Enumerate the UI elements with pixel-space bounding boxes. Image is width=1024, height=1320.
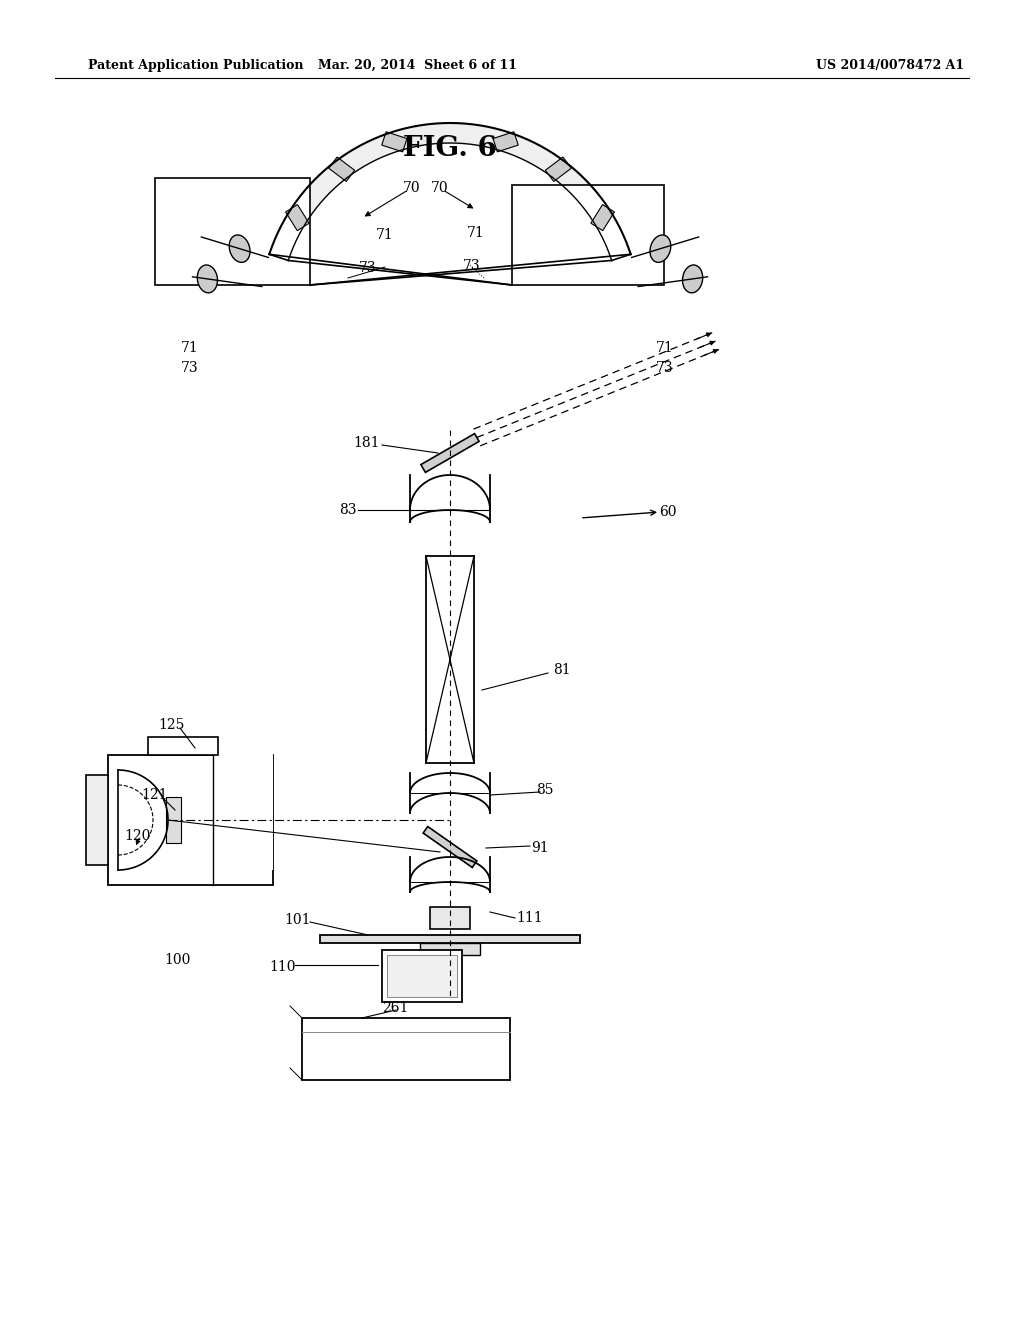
Bar: [430, 907, 470, 929]
Text: FIG. 6: FIG. 6: [403, 135, 497, 161]
Bar: [420, 942, 480, 954]
Text: 73: 73: [359, 261, 377, 275]
Text: 83: 83: [339, 503, 356, 517]
Bar: [108, 755, 273, 884]
Text: Patent Application Publication: Patent Application Publication: [88, 58, 303, 71]
Bar: [86, 775, 108, 865]
Bar: [382, 950, 462, 1002]
Bar: [512, 185, 664, 285]
Bar: [213, 741, 273, 870]
Polygon shape: [269, 123, 631, 260]
Polygon shape: [382, 132, 407, 152]
Ellipse shape: [650, 235, 671, 263]
Ellipse shape: [229, 235, 250, 263]
Text: 73: 73: [181, 360, 199, 375]
Bar: [166, 797, 181, 843]
Polygon shape: [546, 157, 571, 181]
Text: 121: 121: [141, 788, 168, 803]
Polygon shape: [591, 205, 614, 231]
Ellipse shape: [683, 265, 702, 293]
Text: 85: 85: [537, 783, 554, 797]
Polygon shape: [423, 826, 477, 867]
Text: 91: 91: [531, 841, 549, 855]
Text: US 2014/0078472 A1: US 2014/0078472 A1: [816, 58, 964, 71]
Bar: [155, 178, 310, 285]
Text: 71: 71: [181, 341, 199, 355]
Text: 71: 71: [376, 228, 394, 242]
Text: 81: 81: [553, 663, 570, 677]
Bar: [302, 1018, 510, 1080]
Text: 181: 181: [353, 436, 380, 450]
Text: 70: 70: [431, 181, 449, 195]
Text: 60: 60: [659, 506, 677, 519]
Text: 111: 111: [517, 911, 544, 925]
Polygon shape: [493, 132, 518, 152]
Text: 71: 71: [656, 341, 674, 355]
Polygon shape: [421, 433, 479, 473]
Text: 261: 261: [382, 1001, 409, 1015]
Text: 73: 73: [656, 360, 674, 375]
Polygon shape: [286, 205, 309, 231]
Text: 101: 101: [285, 913, 311, 927]
Text: 110: 110: [269, 960, 296, 974]
Text: 70: 70: [403, 181, 421, 195]
Ellipse shape: [198, 265, 217, 293]
Bar: [387, 954, 457, 997]
Text: 125: 125: [159, 718, 185, 733]
Bar: [319, 935, 580, 942]
Bar: [148, 737, 218, 755]
Text: 71: 71: [467, 226, 485, 240]
Text: Mar. 20, 2014  Sheet 6 of 11: Mar. 20, 2014 Sheet 6 of 11: [318, 58, 517, 71]
Polygon shape: [329, 157, 354, 181]
Text: 100: 100: [165, 953, 191, 968]
Text: 73: 73: [463, 259, 481, 273]
Text: 120: 120: [125, 829, 152, 843]
